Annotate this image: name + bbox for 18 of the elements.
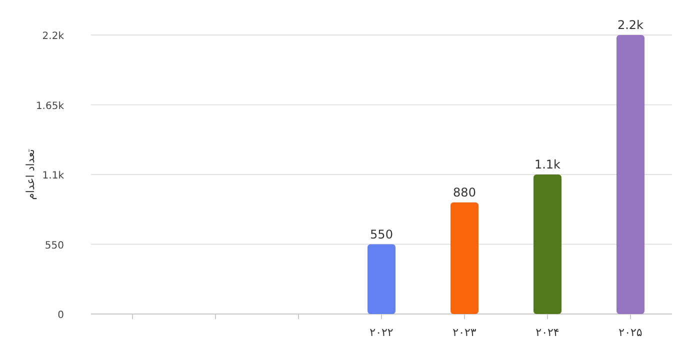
data-label: 550 — [370, 227, 393, 242]
data-label: 1.1k — [534, 158, 561, 172]
bar — [534, 174, 562, 314]
y-axis-title: تعداد اعدام — [24, 149, 37, 200]
x-tick-label: ۲۰۲۳ — [452, 326, 476, 339]
y-tick-label: 2.2k — [42, 31, 64, 42]
bar — [368, 244, 396, 314]
y-tick-label: 0 — [58, 310, 64, 321]
x-tick-label: ۲۰۲۴ — [536, 326, 560, 339]
y-tick-label: 1.1k — [42, 170, 64, 182]
bar — [616, 35, 644, 314]
x-tick-label: ۲۰۲۲ — [370, 326, 394, 339]
data-label: 2.2k — [617, 18, 644, 32]
y-tick-label: 1.65k — [36, 100, 64, 112]
data-label: 880 — [453, 185, 476, 200]
y-tick-label: 550 — [44, 240, 64, 252]
x-tick-label: ۲۰۲۵ — [618, 326, 642, 339]
bar — [450, 202, 478, 314]
